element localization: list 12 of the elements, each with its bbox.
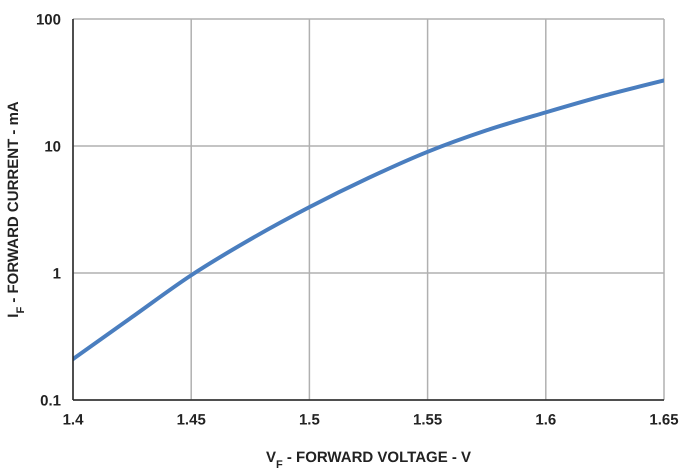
y-tick-label: 10 (44, 138, 61, 156)
y-tick-label: 0.1 (40, 392, 61, 410)
y-tick-label: 100 (36, 11, 61, 28)
x-tick-label: 1.65 (649, 412, 679, 429)
x-tick-label: 1.45 (176, 412, 206, 429)
x-axis-title: V$_{F}$ - FORWARD VOLTAGE - V (266, 449, 472, 471)
x-tick-label: 1.6 (535, 412, 556, 429)
line-series (73, 78, 664, 362)
x-tick-label: 1.4 (62, 412, 84, 429)
x-tick-label: 1.5 (298, 412, 320, 429)
y-tick-label: 1 (52, 265, 61, 282)
x-tick-label: 1.55 (413, 412, 442, 429)
